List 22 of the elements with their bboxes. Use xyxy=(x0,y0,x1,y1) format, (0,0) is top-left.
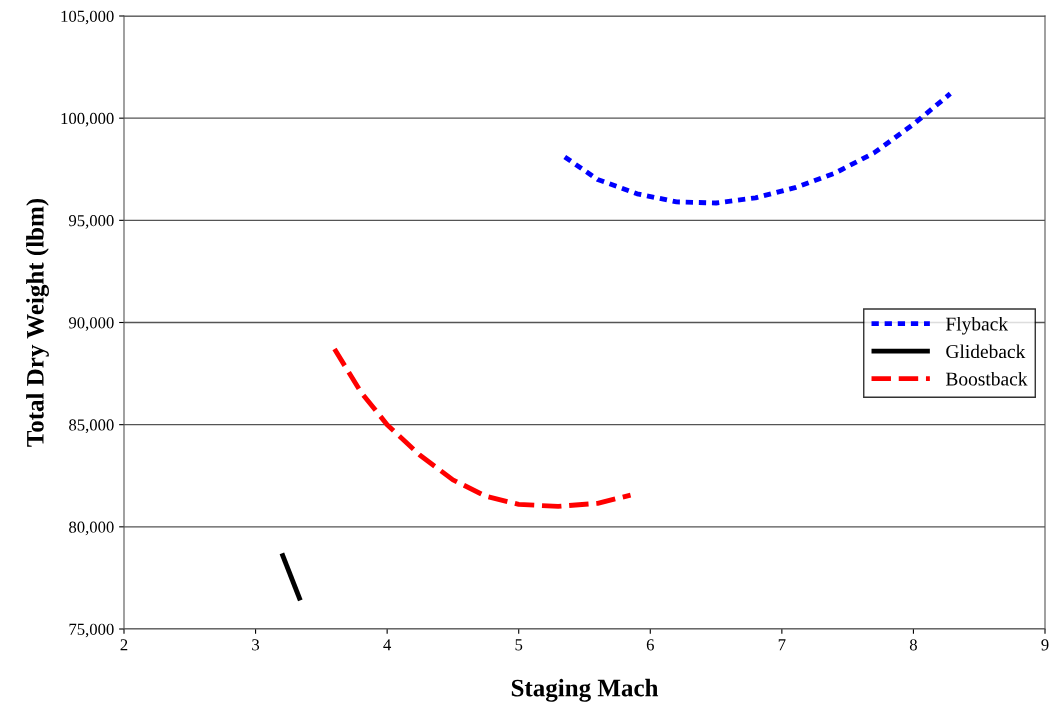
x-tick-label: 2 xyxy=(120,639,128,651)
legend-label: Boostback xyxy=(945,371,1028,386)
y-tick-label: 75,000 xyxy=(69,623,114,638)
legend-label: Glideback xyxy=(946,344,1026,359)
line-series xyxy=(332,346,633,509)
legend-label: Flyback xyxy=(945,316,1009,335)
line-series xyxy=(562,91,953,206)
y-tick-label: 95,000 xyxy=(68,215,114,229)
y-tick-label: 105,000 xyxy=(61,10,114,25)
x-tick-label: 8 xyxy=(909,639,917,651)
x-tick-label: 4 xyxy=(383,639,392,651)
y-tick-label: 100,000 xyxy=(61,112,114,127)
x-tick-label: 5 xyxy=(515,639,523,651)
x-tick-label: 6 xyxy=(646,639,654,651)
y-tick-label: 90,000 xyxy=(68,317,114,331)
x-tick-label: 7 xyxy=(778,639,786,651)
y-axis-title: Total Dry Weight (lbm) xyxy=(26,198,49,447)
y-tick-label: 80,000 xyxy=(69,521,114,536)
x-tick-label: 3 xyxy=(252,639,260,651)
x-tick-label: 9 xyxy=(1041,639,1049,651)
x-axis-title: Staging Mach xyxy=(511,678,659,702)
y-tick-label: 85,000 xyxy=(69,419,114,434)
